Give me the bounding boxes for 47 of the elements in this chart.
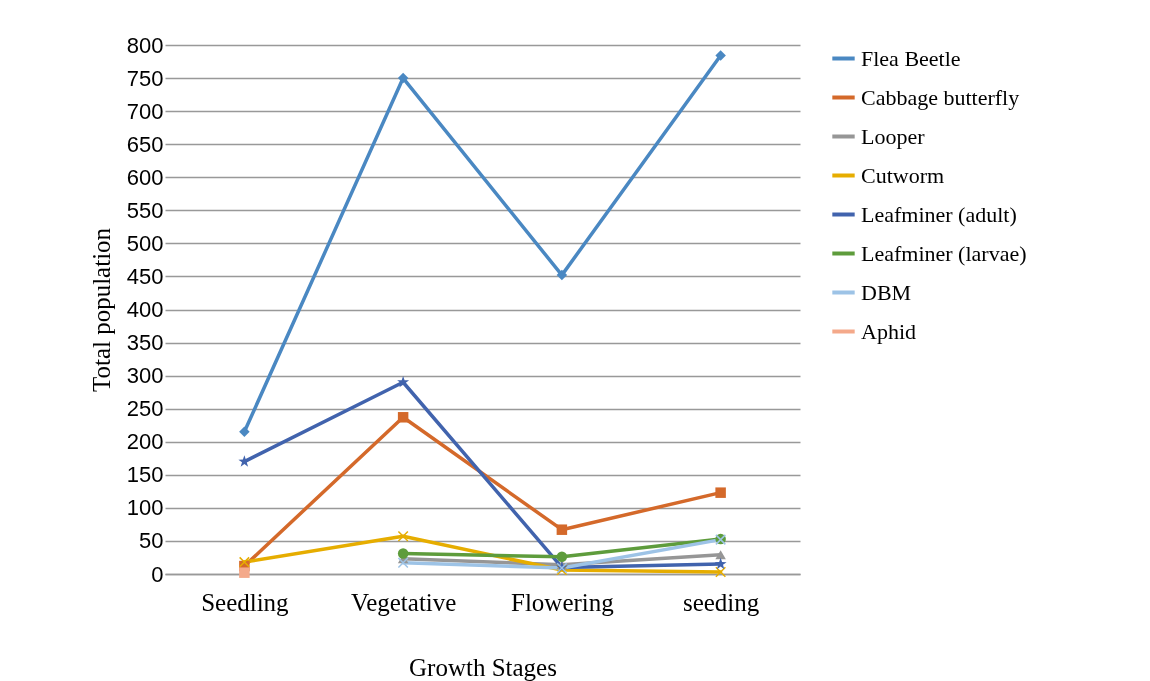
point [397, 548, 409, 559]
point [556, 551, 568, 563]
legend-label: Cutworm [861, 162, 945, 188]
point [556, 269, 568, 281]
x-tick-label: seeding [682, 588, 760, 616]
point [397, 375, 410, 388]
y-tick-label: 200 [126, 429, 164, 455]
y-axis-title: Total population [87, 227, 115, 393]
legend-label: Looper [861, 123, 926, 149]
legend-label: Cabbage butterfly [861, 84, 1020, 110]
point [397, 530, 409, 542]
x-tick-label: Vegetative [350, 588, 457, 616]
y-tick-label: 700 [126, 98, 164, 124]
point [715, 50, 726, 61]
y-tick-label: 650 [126, 131, 164, 157]
y-tick-label: 400 [126, 297, 164, 322]
y-tick-label: 300 [126, 363, 164, 389]
y-tick-label: 350 [126, 330, 164, 356]
y-tick-label: 500 [126, 230, 164, 256]
point [238, 556, 250, 568]
point [239, 426, 250, 438]
point [715, 550, 726, 560]
point [715, 566, 727, 578]
legend-label: DBM [861, 279, 912, 305]
legend-label: Leafminer (larvae) [861, 240, 1027, 266]
x-tick-label: Flowering [510, 588, 615, 616]
y-tick-label: 50 [139, 528, 164, 554]
y-tick-label: 450 [126, 263, 164, 289]
point [714, 557, 727, 570]
legend-label: Flea Beetle [861, 45, 961, 71]
point [715, 487, 726, 498]
x-tick-label: Seedling [201, 588, 290, 616]
y-tick-label: 800 [126, 32, 164, 58]
point [397, 412, 409, 423]
point [556, 524, 568, 535]
legend-label: Aphid [861, 318, 916, 344]
y-tick-label: 600 [126, 164, 164, 190]
x-axis-title: Growth Stages [409, 653, 557, 681]
point [397, 557, 409, 569]
point [397, 72, 409, 84]
y-tick-label: 550 [126, 197, 164, 223]
y-tick-label: 150 [126, 462, 164, 488]
y-tick-label: 0 [151, 561, 164, 587]
y-tick-label: 750 [126, 65, 164, 91]
y-tick-label: 250 [126, 396, 164, 422]
legend-label: Leafminer (adult) [861, 201, 1017, 227]
y-tick-label: 100 [126, 495, 164, 521]
